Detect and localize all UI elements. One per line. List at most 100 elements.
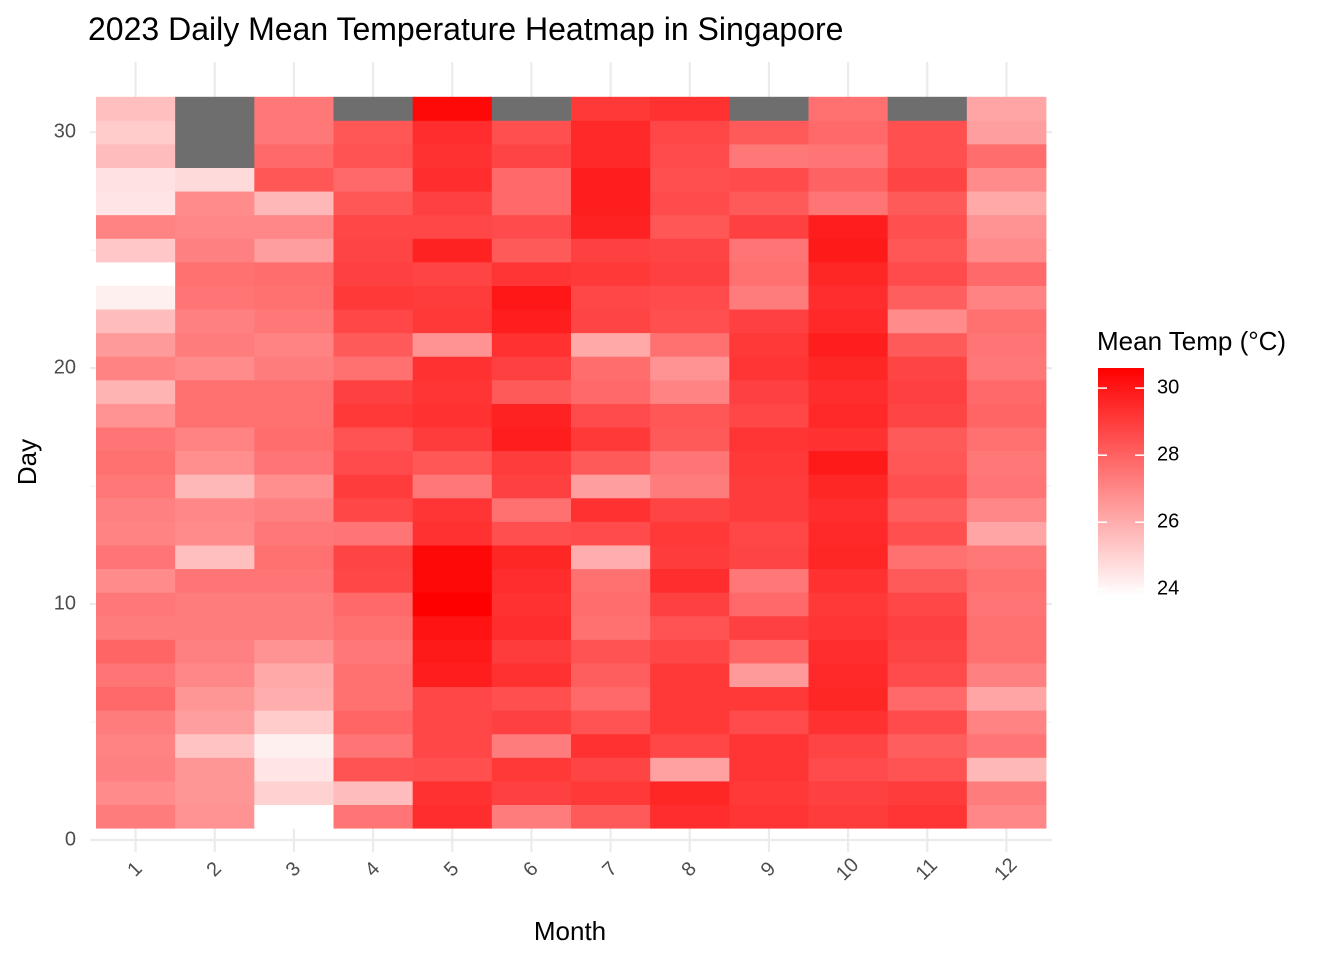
heatmap-cell bbox=[808, 474, 889, 499]
heatmap-cell bbox=[729, 450, 809, 475]
heatmap-cell bbox=[571, 238, 651, 263]
heatmap-cell bbox=[491, 497, 572, 522]
heatmap-cell bbox=[966, 214, 1047, 239]
heatmap-cell bbox=[808, 804, 889, 829]
heatmap-cell bbox=[729, 733, 809, 758]
legend-title: Mean Temp (°C) bbox=[1097, 326, 1286, 356]
heatmap-cell bbox=[412, 120, 493, 145]
legend-colorbar bbox=[1098, 368, 1144, 596]
heatmap-cell bbox=[966, 639, 1047, 664]
heatmap-cell bbox=[650, 332, 730, 357]
heatmap-cell bbox=[333, 332, 414, 357]
heatmap-cell bbox=[96, 356, 176, 381]
heatmap-cell bbox=[966, 96, 1047, 121]
heatmap-cell bbox=[729, 143, 809, 168]
x-tick-label: 4 bbox=[361, 858, 384, 881]
heatmap-cell bbox=[650, 167, 730, 192]
heatmap-cell bbox=[887, 167, 968, 192]
heatmap-cell bbox=[333, 474, 414, 499]
heatmap-cell bbox=[966, 592, 1047, 617]
heatmap-cell bbox=[333, 497, 414, 522]
heatmap-cell bbox=[412, 757, 493, 782]
heatmap-cell bbox=[175, 450, 255, 475]
heatmap-cell bbox=[808, 497, 889, 522]
color-legend: Mean Temp (°C) 24 26 28 30 bbox=[1097, 326, 1286, 600]
heatmap-cell bbox=[175, 214, 255, 239]
heatmap-cell bbox=[333, 615, 414, 640]
heatmap-cell bbox=[966, 733, 1047, 758]
heatmap-cell bbox=[254, 804, 334, 829]
heatmap-cell bbox=[254, 120, 334, 145]
heatmap-cell bbox=[254, 143, 334, 168]
heatmap-cell bbox=[650, 592, 730, 617]
heatmap-cell bbox=[333, 427, 414, 452]
heatmap-cell bbox=[412, 356, 493, 381]
heatmap-cell bbox=[650, 663, 730, 688]
x-tick-label: 11 bbox=[912, 854, 942, 884]
heatmap-cell bbox=[808, 403, 889, 428]
heatmap-cell bbox=[729, 686, 809, 711]
x-tick-label: 1 bbox=[123, 858, 146, 881]
heatmap-cell bbox=[571, 781, 651, 806]
heatmap-cell bbox=[571, 757, 651, 782]
heatmap-cell bbox=[412, 309, 493, 334]
heatmap-cell bbox=[491, 167, 572, 192]
heatmap-cell bbox=[96, 167, 176, 192]
heatmap-cell bbox=[175, 615, 255, 640]
heatmap-cell bbox=[412, 143, 493, 168]
heatmap-cell bbox=[333, 663, 414, 688]
heatmap-cell bbox=[96, 639, 176, 664]
heatmap-cell bbox=[333, 521, 414, 546]
x-tick-label: 9 bbox=[757, 858, 780, 881]
heatmap-cell bbox=[966, 663, 1047, 688]
heatmap-cell bbox=[175, 356, 255, 381]
heatmap-cell bbox=[650, 403, 730, 428]
heatmap-cell bbox=[887, 261, 968, 286]
heatmap-cell bbox=[808, 261, 889, 286]
heatmap-cell bbox=[966, 497, 1047, 522]
heatmap-cell bbox=[966, 686, 1047, 711]
heatmap-cell bbox=[96, 804, 176, 829]
heatmap-cell bbox=[96, 285, 176, 310]
heatmap-cell bbox=[571, 356, 651, 381]
x-tick-label: 3 bbox=[282, 858, 305, 881]
heatmap-cell bbox=[175, 309, 255, 334]
heatmap-cell bbox=[333, 639, 414, 664]
heatmap-cell bbox=[412, 710, 493, 735]
heatmap-cell bbox=[175, 332, 255, 357]
heatmap-cell bbox=[96, 96, 176, 121]
heatmap-cell bbox=[887, 214, 968, 239]
heatmap-cell bbox=[333, 757, 414, 782]
heatmap-cell bbox=[333, 143, 414, 168]
heatmap-cell bbox=[650, 474, 730, 499]
heatmap-cell bbox=[491, 568, 572, 593]
heatmap-cell bbox=[96, 663, 176, 688]
heatmap-cell bbox=[966, 356, 1047, 381]
heatmap-cell bbox=[650, 639, 730, 664]
heatmap-cell bbox=[491, 120, 572, 145]
heatmap-cell bbox=[96, 427, 176, 452]
heatmap-cell bbox=[333, 568, 414, 593]
heatmap-cell bbox=[412, 238, 493, 263]
heatmap-cell bbox=[412, 191, 493, 216]
heatmap-cell bbox=[729, 757, 809, 782]
heatmap-cell bbox=[491, 545, 572, 570]
heatmap-cell bbox=[571, 545, 651, 570]
heatmap-cell bbox=[412, 663, 493, 688]
heatmap-cell bbox=[808, 167, 889, 192]
heatmap-cell bbox=[96, 261, 176, 286]
heatmap-cell bbox=[333, 309, 414, 334]
heatmap-cell bbox=[966, 379, 1047, 404]
heatmap-cell bbox=[491, 285, 572, 310]
heatmap-cell bbox=[729, 497, 809, 522]
heatmap-cell bbox=[887, 403, 968, 428]
heatmap-cell-missing bbox=[175, 143, 255, 168]
heatmap-cell bbox=[491, 356, 572, 381]
heatmap-cell bbox=[650, 238, 730, 263]
heatmap-cell bbox=[412, 592, 493, 617]
heatmap-cell bbox=[571, 474, 651, 499]
heatmap-cell bbox=[571, 214, 651, 239]
heatmap-cell bbox=[254, 474, 334, 499]
heatmap-cell bbox=[887, 497, 968, 522]
heatmap-cell bbox=[96, 332, 176, 357]
